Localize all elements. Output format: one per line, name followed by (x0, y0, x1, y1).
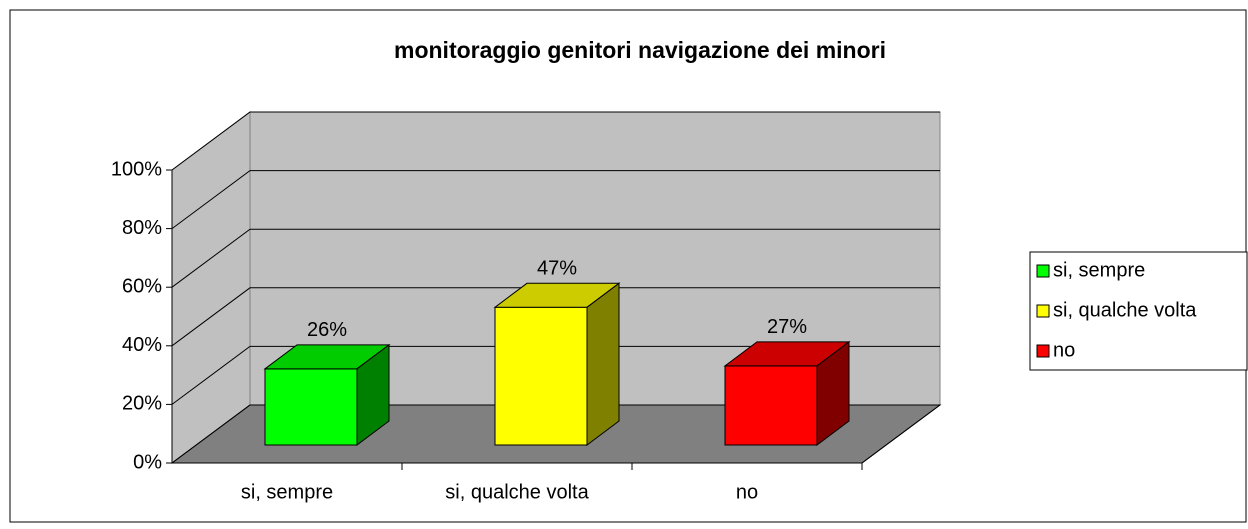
value-label: 47% (537, 258, 577, 280)
legend-swatch (1036, 344, 1050, 358)
legend-label: si, qualche volta (1053, 299, 1197, 321)
grid-line (171, 228, 940, 288)
y-tick-label: 40% (122, 334, 162, 356)
chart-title: monitoraggio genitori navigazione dei mi… (394, 37, 886, 63)
bar (723, 340, 851, 446)
value-label: 27% (767, 316, 807, 338)
x-tick-label: si, sempre (241, 481, 333, 503)
y-tick-label: 0% (133, 451, 162, 473)
legend-label: si, sempre (1053, 259, 1145, 281)
value-label: 26% (307, 319, 347, 341)
y-tick-label: 80% (122, 217, 162, 239)
x-axis-depth (861, 404, 941, 464)
legend-swatch (1036, 264, 1050, 278)
grid-line (171, 170, 940, 230)
legend-label: no (1053, 339, 1075, 361)
x-tick-label: si, qualche volta (445, 481, 589, 503)
y-tick-label: 60% (122, 275, 162, 297)
bar (493, 282, 621, 446)
bar-front (494, 306, 588, 446)
grid-line (171, 287, 940, 347)
x-tick-label: no (736, 481, 758, 503)
y-tick-label: 100% (111, 158, 162, 180)
bar-side (356, 343, 390, 446)
legend-swatch (1036, 304, 1050, 318)
grid-line (171, 111, 940, 171)
y-tick-label: 20% (122, 393, 162, 415)
legend-box (1029, 251, 1248, 371)
bar-front (264, 368, 358, 446)
bar (263, 343, 391, 446)
grid-line (171, 345, 940, 405)
bar-side (586, 282, 620, 446)
grid-line (171, 404, 940, 464)
bar-front (724, 365, 818, 446)
bar-side (816, 340, 850, 446)
side-wall (171, 111, 251, 464)
